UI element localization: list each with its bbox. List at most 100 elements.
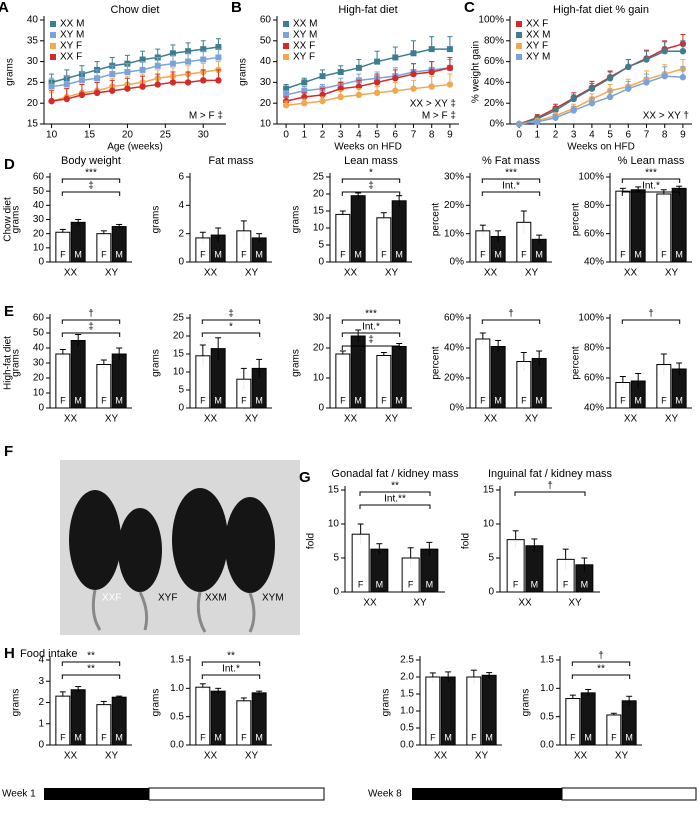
bracket xyxy=(61,674,121,679)
point xyxy=(355,91,363,99)
panel-letter: E xyxy=(4,303,14,320)
x-tick-label: XX xyxy=(624,414,638,425)
y-tick-label: 40% xyxy=(444,343,464,354)
legend-marker xyxy=(50,32,56,38)
point xyxy=(283,85,290,92)
series-line xyxy=(286,83,450,107)
y-tick-label: 2.0 xyxy=(400,672,414,683)
y-tick-label: 40 xyxy=(33,200,45,211)
legend-marker xyxy=(516,43,522,49)
bracket xyxy=(61,332,121,337)
x-tick-label: 30 xyxy=(198,130,210,141)
y-tick-label: 80% xyxy=(584,343,604,354)
point xyxy=(215,54,222,61)
bar-label: M xyxy=(494,249,502,259)
legend-label: XY M xyxy=(293,30,317,41)
legend-label: XX M xyxy=(526,30,550,41)
y-axis-label: % weight gain xyxy=(471,41,482,103)
bar-label: M xyxy=(376,579,384,589)
point xyxy=(410,85,417,92)
point xyxy=(428,83,435,90)
bar-label: M xyxy=(675,249,683,259)
point xyxy=(606,75,614,82)
bar xyxy=(531,238,547,263)
point xyxy=(169,60,176,67)
timeline-bar xyxy=(561,787,697,801)
y-tick-label: 1.0 xyxy=(400,706,414,717)
y-axis-label: fold xyxy=(461,533,472,549)
bar xyxy=(370,548,389,593)
bar xyxy=(481,674,497,746)
point xyxy=(552,114,559,121)
bar xyxy=(111,696,127,746)
significance: ‡ xyxy=(88,322,94,333)
bar-label: F xyxy=(563,579,569,589)
point xyxy=(93,89,101,97)
point xyxy=(301,79,308,86)
bar-label: F xyxy=(200,732,206,742)
bar xyxy=(236,378,252,409)
legend-label: XX M xyxy=(60,19,84,30)
bar xyxy=(55,695,71,746)
y-tick-label: 6 xyxy=(178,172,184,183)
y-axis-label: grams xyxy=(11,206,22,234)
y-tick-label: 2.5 xyxy=(400,655,414,666)
x-axis-label: Age (weeks) xyxy=(107,142,163,153)
bar xyxy=(376,355,392,409)
photo-label: XXM xyxy=(205,593,227,604)
legend-label: XX M xyxy=(293,19,317,30)
y-tick-label: 0.0 xyxy=(540,740,554,751)
bar-label: M xyxy=(675,395,683,405)
bar-label: M xyxy=(74,395,82,405)
y-tick-label: 1.5 xyxy=(540,655,554,666)
y-tick-label: 40% xyxy=(584,257,604,268)
x-tick-label: XY xyxy=(245,751,259,762)
mouse xyxy=(69,490,121,590)
bar-label: F xyxy=(408,579,414,589)
y-tick-label: 0% xyxy=(450,257,465,268)
point xyxy=(446,64,454,72)
y-tick-label: 80% xyxy=(584,200,604,211)
bar xyxy=(251,237,267,263)
y-tick-label: 0 xyxy=(38,257,44,268)
x-tick-label: 20 xyxy=(122,130,134,141)
point xyxy=(169,50,176,57)
y-tick-label: 0% xyxy=(490,119,505,130)
legend-marker xyxy=(283,43,289,49)
point xyxy=(124,69,131,75)
y-tick-label: 60 xyxy=(33,313,45,324)
significance: ** xyxy=(227,651,235,662)
y-axis-label: grams xyxy=(11,349,22,377)
bar xyxy=(615,190,631,263)
y-axis-label: grams xyxy=(238,58,249,86)
chart-title: Fat mass xyxy=(208,155,254,167)
bracket xyxy=(621,191,681,196)
bar-label: M xyxy=(115,249,123,259)
legend-marker xyxy=(283,21,289,27)
y-axis-label: grams xyxy=(11,689,22,717)
x-tick-label: XX xyxy=(624,268,638,279)
x-axis-label: Weeks on HFD xyxy=(334,142,402,153)
bar-label: F xyxy=(471,732,477,742)
bar xyxy=(70,221,86,263)
point xyxy=(200,46,207,53)
point xyxy=(374,58,381,65)
bar xyxy=(531,358,547,409)
y-tick-label: 40 xyxy=(33,343,45,354)
x-tick-label: XX xyxy=(434,751,448,762)
y-tick-label: 60 xyxy=(33,172,45,183)
bar xyxy=(671,187,687,263)
y-tick-label: 20 xyxy=(313,343,325,354)
point xyxy=(139,83,146,90)
y-axis-label: grams xyxy=(5,58,16,86)
row-label: High-fat diet xyxy=(3,336,14,390)
y-tick-label: 4 xyxy=(38,655,44,666)
bar xyxy=(111,226,127,263)
bar xyxy=(556,558,575,593)
y-tick-label: 50 xyxy=(33,328,45,339)
y-axis-label: percent xyxy=(571,346,582,380)
annotation: XX > XY ‡ xyxy=(410,99,456,110)
y-axis-label: percent xyxy=(571,203,582,237)
significance: *** xyxy=(365,309,377,320)
bar xyxy=(401,557,420,593)
